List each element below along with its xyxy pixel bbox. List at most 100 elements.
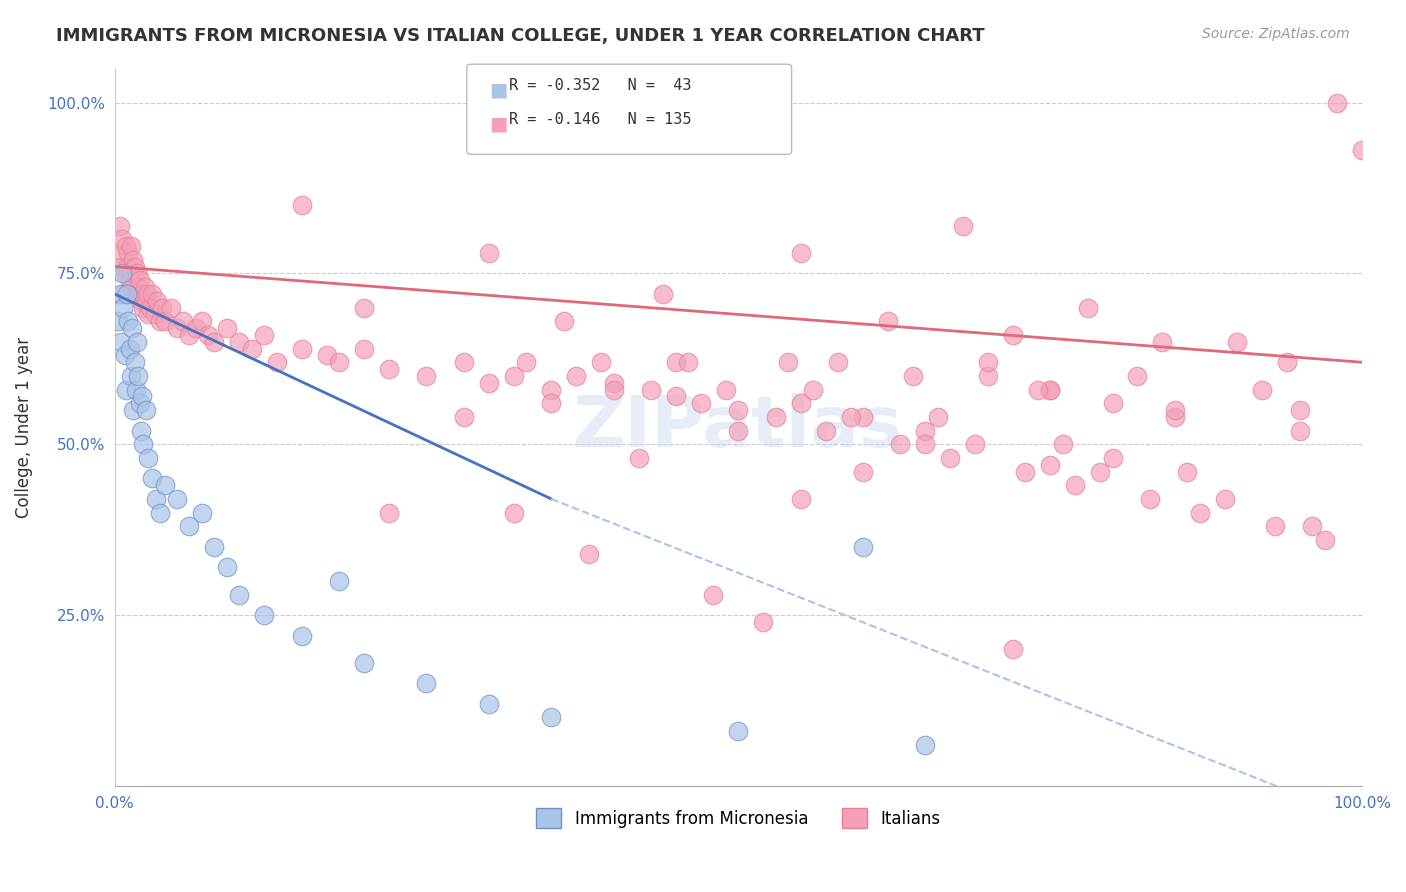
Point (112, 301, 135, 315)
Point (114, 267, 136, 281)
Point (1175, 465, 1198, 479)
Point (184, 321, 207, 335)
Point (128, 396, 150, 410)
Point (1001, 327, 1024, 342)
Point (1039, 458, 1062, 472)
Point (1275, 355, 1298, 369)
Point (852, 409, 875, 424)
Text: ZIPatlas: ZIPatlas (574, 392, 904, 462)
Point (602, 383, 624, 397)
Point (977, 368, 1000, 383)
Point (127, 280, 149, 294)
Point (328, 355, 350, 369)
Point (1101, 396, 1123, 410)
Point (107, 246, 129, 260)
Point (515, 355, 537, 369)
Point (901, 368, 924, 383)
Point (540, 396, 562, 410)
Point (118, 342, 141, 356)
Point (852, 465, 875, 479)
Point (172, 314, 194, 328)
Point (478, 697, 501, 711)
Point (1264, 519, 1286, 533)
Point (665, 355, 688, 369)
Point (752, 615, 775, 629)
Point (120, 239, 142, 253)
Point (107, 314, 129, 328)
Point (117, 246, 139, 260)
Point (129, 293, 152, 308)
Point (565, 368, 588, 383)
Text: R = -0.352   N =  43: R = -0.352 N = 43 (509, 78, 692, 93)
Point (353, 301, 375, 315)
Point (727, 403, 749, 417)
Point (240, 342, 263, 356)
Point (378, 506, 401, 520)
Point (1026, 383, 1049, 397)
Point (115, 260, 138, 274)
Point (117, 314, 139, 328)
Point (1288, 403, 1310, 417)
Point (827, 355, 849, 369)
Point (789, 246, 811, 260)
Point (111, 267, 134, 281)
Point (478, 246, 501, 260)
Point (353, 656, 375, 670)
Point (1139, 491, 1161, 506)
Point (1351, 144, 1374, 158)
Point (135, 293, 157, 308)
Point (131, 287, 153, 301)
Point (253, 607, 276, 622)
Point (253, 327, 276, 342)
Point (191, 314, 214, 328)
Point (1101, 450, 1123, 465)
Point (1164, 409, 1187, 424)
Point (125, 287, 148, 301)
Point (134, 280, 156, 294)
Point (1126, 368, 1149, 383)
Point (143, 308, 166, 322)
Point (1039, 383, 1062, 397)
Text: IMMIGRANTS FROM MICRONESIA VS ITALIAN COLLEGE, UNDER 1 YEAR CORRELATION CHART: IMMIGRANTS FROM MICRONESIA VS ITALIAN CO… (56, 27, 984, 45)
Point (839, 409, 862, 424)
Point (138, 301, 160, 315)
Point (114, 348, 136, 362)
Point (801, 383, 824, 397)
Point (640, 383, 662, 397)
Point (415, 368, 437, 383)
Point (814, 424, 837, 438)
Point (789, 396, 811, 410)
Point (540, 383, 562, 397)
Point (228, 587, 250, 601)
Point (291, 628, 314, 642)
Point (353, 342, 375, 356)
Point (153, 314, 176, 328)
Text: Source: ZipAtlas.com: Source: ZipAtlas.com (1202, 27, 1350, 41)
Point (141, 471, 163, 485)
Point (315, 348, 337, 362)
Point (1164, 403, 1187, 417)
Point (120, 368, 142, 383)
Point (136, 308, 159, 322)
Point (132, 301, 155, 315)
Legend: Immigrants from Micronesia, Italians: Immigrants from Micronesia, Italians (530, 801, 946, 835)
Point (502, 506, 524, 520)
Point (702, 587, 724, 601)
Point (727, 424, 749, 438)
Point (132, 437, 155, 451)
Point (502, 368, 524, 383)
Point (121, 280, 143, 294)
Point (1301, 519, 1323, 533)
Point (877, 314, 900, 328)
Point (453, 355, 475, 369)
Point (124, 355, 146, 369)
Point (125, 267, 148, 281)
Point (115, 383, 138, 397)
Point (765, 409, 787, 424)
Point (148, 506, 170, 520)
Point (215, 321, 238, 335)
Point (141, 287, 163, 301)
Point (145, 491, 167, 506)
Point (118, 273, 141, 287)
Text: ■: ■ (489, 80, 508, 99)
